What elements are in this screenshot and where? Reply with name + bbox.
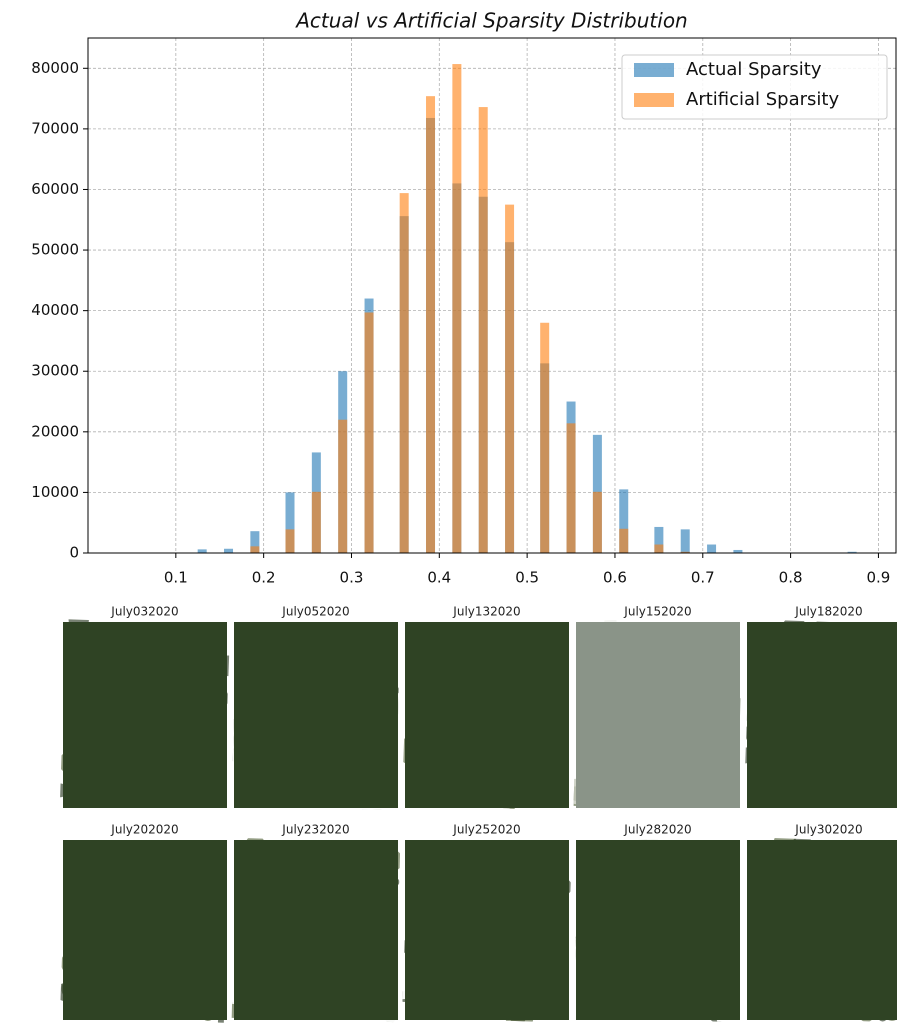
image-label: July302020 xyxy=(794,823,862,837)
land xyxy=(747,622,897,808)
y-tick-label: 40000 xyxy=(31,301,79,319)
image-label: July182020 xyxy=(794,605,862,619)
plot-frame xyxy=(87,37,897,554)
legend-label: Artificial Sparsity xyxy=(686,89,839,110)
land xyxy=(576,622,740,808)
legend-label: Actual Sparsity xyxy=(686,59,822,80)
bar xyxy=(847,551,857,553)
bar xyxy=(285,529,295,553)
image-label: July132020 xyxy=(452,605,520,619)
bar xyxy=(250,546,260,553)
x-tick-label: 0.1 xyxy=(164,569,188,587)
x-tick-label: 0.9 xyxy=(867,569,891,587)
image-label: July202020 xyxy=(110,823,178,837)
image-label: July032020 xyxy=(110,605,178,619)
land xyxy=(234,622,398,808)
y-tick-label: 80000 xyxy=(31,59,79,77)
land xyxy=(63,622,227,808)
x-tick-label: 0.6 xyxy=(603,569,627,587)
bar xyxy=(250,531,260,553)
y-tick-label: 50000 xyxy=(31,241,79,259)
x-tick-label: 0.8 xyxy=(779,569,803,587)
bar xyxy=(338,419,348,553)
bar xyxy=(364,312,374,553)
y-tick-label: 10000 xyxy=(31,483,79,501)
chart-title: Actual vs Artificial Sparsity Distributi… xyxy=(294,9,687,33)
y-tick-label: 20000 xyxy=(31,422,79,440)
bar xyxy=(505,204,515,553)
y-tick-label: 30000 xyxy=(31,362,79,380)
bar xyxy=(478,107,488,553)
bar xyxy=(224,548,234,553)
y-tick-label: 60000 xyxy=(31,180,79,198)
bar xyxy=(680,529,690,553)
bar xyxy=(452,64,462,553)
image-label: July252020 xyxy=(452,823,520,837)
bar xyxy=(540,322,550,553)
bar xyxy=(592,491,602,553)
bar xyxy=(733,549,743,553)
bar xyxy=(654,526,664,553)
bar xyxy=(197,549,207,553)
bar xyxy=(619,489,629,553)
image-label: July232020 xyxy=(281,823,349,837)
land xyxy=(63,840,227,1020)
x-tick-label: 0.2 xyxy=(252,569,276,587)
bar xyxy=(285,492,295,553)
y-tick-label: 70000 xyxy=(31,119,79,137)
x-tick-label: 0.4 xyxy=(427,569,451,587)
image-label: July282020 xyxy=(623,823,691,837)
x-tick-label: 0.7 xyxy=(691,569,715,587)
bar xyxy=(707,544,717,553)
bar xyxy=(399,193,409,553)
land xyxy=(576,840,740,1020)
land xyxy=(405,622,569,808)
bar xyxy=(680,551,690,553)
image-label: July152020 xyxy=(623,605,691,619)
bar xyxy=(566,423,576,553)
y-tick-label: 0 xyxy=(69,544,79,562)
bar xyxy=(619,528,629,553)
legend-swatch xyxy=(634,63,674,77)
bar xyxy=(654,544,664,553)
bar xyxy=(311,491,321,553)
land xyxy=(234,840,398,1020)
bar xyxy=(426,96,436,553)
legend-swatch xyxy=(634,93,674,107)
land xyxy=(405,840,569,1020)
land xyxy=(747,840,897,1020)
x-tick-label: 0.3 xyxy=(340,569,364,587)
legend-box xyxy=(621,54,888,120)
image-label: July052020 xyxy=(281,605,349,619)
x-tick-label: 0.5 xyxy=(515,569,539,587)
